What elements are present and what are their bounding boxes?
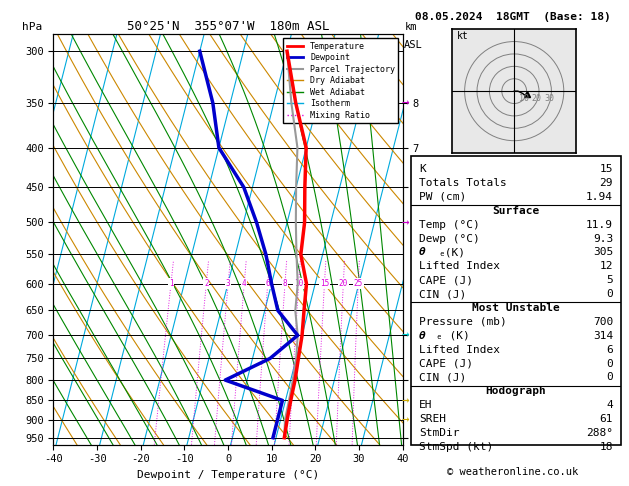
Text: Lifted Index: Lifted Index <box>419 345 500 355</box>
Text: →: → <box>402 413 409 426</box>
Text: km: km <box>404 22 417 32</box>
Text: 29: 29 <box>599 178 613 188</box>
X-axis label: Dewpoint / Temperature (°C): Dewpoint / Temperature (°C) <box>137 470 319 480</box>
Text: 25: 25 <box>353 279 363 288</box>
Text: 11.9: 11.9 <box>586 220 613 230</box>
Text: 15: 15 <box>599 164 613 174</box>
Text: 0: 0 <box>606 372 613 382</box>
Text: Lifted Index: Lifted Index <box>419 261 500 271</box>
Text: 314: 314 <box>593 331 613 341</box>
Text: 10: 10 <box>294 279 303 288</box>
Text: PW (cm): PW (cm) <box>419 192 467 202</box>
Text: ₑ(K): ₑ(K) <box>438 247 465 258</box>
Text: 0: 0 <box>606 359 613 368</box>
Text: Temp (°C): Temp (°C) <box>419 220 480 230</box>
Text: 9.3: 9.3 <box>593 234 613 243</box>
Text: StmSpd (kt): StmSpd (kt) <box>419 442 493 452</box>
Text: CAPE (J): CAPE (J) <box>419 275 473 285</box>
Text: Pressure (mb): Pressure (mb) <box>419 317 507 327</box>
Legend: Temperature, Dewpoint, Parcel Trajectory, Dry Adiabat, Wet Adiabat, Isotherm, Mi: Temperature, Dewpoint, Parcel Trajectory… <box>284 38 398 123</box>
Text: CAPE (J): CAPE (J) <box>419 359 473 368</box>
Text: 12: 12 <box>599 261 613 271</box>
Text: 6: 6 <box>606 345 613 355</box>
Text: 1: 1 <box>169 279 174 288</box>
Text: Hodograph: Hodograph <box>486 386 547 396</box>
Text: θ: θ <box>419 247 426 258</box>
Text: CIN (J): CIN (J) <box>419 289 467 299</box>
Text: 10: 10 <box>519 94 529 103</box>
Text: hPa: hPa <box>22 22 42 32</box>
Text: 4: 4 <box>606 400 613 410</box>
Title: 50°25'N  355°07'W  180m ASL: 50°25'N 355°07'W 180m ASL <box>127 20 329 33</box>
Text: kt: kt <box>457 31 469 41</box>
Text: 1.94: 1.94 <box>586 192 613 202</box>
Text: 4: 4 <box>242 279 247 288</box>
Text: →: → <box>402 329 409 342</box>
Text: K: K <box>419 164 426 174</box>
Text: 15: 15 <box>320 279 329 288</box>
Text: →: → <box>402 216 409 229</box>
Text: © weatheronline.co.uk: © weatheronline.co.uk <box>447 467 578 477</box>
Text: StmDir: StmDir <box>419 428 460 438</box>
Text: 20: 20 <box>532 94 542 103</box>
Text: Dewp (°C): Dewp (°C) <box>419 234 480 243</box>
Text: 8: 8 <box>282 279 287 288</box>
Text: Totals Totals: Totals Totals <box>419 178 507 188</box>
Text: 288°: 288° <box>586 428 613 438</box>
Text: ASL: ASL <box>404 40 423 50</box>
Text: EH: EH <box>419 400 433 410</box>
Text: 0: 0 <box>606 289 613 299</box>
Text: Most Unstable: Most Unstable <box>472 303 560 313</box>
Text: SREH: SREH <box>419 414 446 424</box>
Text: 18: 18 <box>599 442 613 452</box>
Text: 6: 6 <box>265 279 270 288</box>
Text: θ: θ <box>419 331 426 341</box>
Text: 3: 3 <box>226 279 230 288</box>
Text: ₑ (K): ₑ (K) <box>436 331 470 341</box>
Y-axis label: Mixing Ratio (g/kg): Mixing Ratio (g/kg) <box>470 180 480 299</box>
Text: 305: 305 <box>593 247 613 258</box>
Text: 30: 30 <box>544 94 554 103</box>
Text: 700: 700 <box>593 317 613 327</box>
Text: 61: 61 <box>599 414 613 424</box>
Text: CIN (J): CIN (J) <box>419 372 467 382</box>
Text: →: → <box>402 394 409 407</box>
Text: 20: 20 <box>338 279 348 288</box>
Text: Surface: Surface <box>493 206 540 216</box>
Text: 5: 5 <box>606 275 613 285</box>
Text: 2: 2 <box>204 279 209 288</box>
Text: 08.05.2024  18GMT  (Base: 18): 08.05.2024 18GMT (Base: 18) <box>415 12 611 22</box>
Text: →: → <box>402 96 409 109</box>
